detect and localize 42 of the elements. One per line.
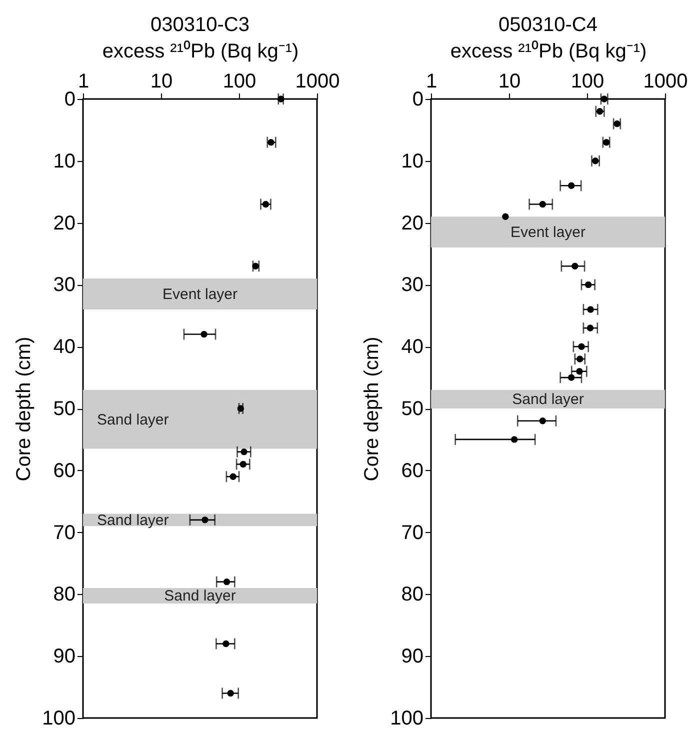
x-tick-label: 10	[150, 70, 173, 92]
y-tick-label: 70	[53, 522, 76, 544]
y-tick-label: 90	[401, 646, 424, 668]
y-tick-label: 30	[401, 274, 424, 296]
y-tick-label: 0	[412, 88, 424, 110]
y-tick-label: 50	[401, 398, 424, 420]
x-axis-title: excess ²¹⁰Pb (Bq kg⁻¹)	[102, 40, 299, 62]
chart-title: 030310-C3	[150, 14, 250, 36]
x-tick-label: 1	[78, 70, 90, 92]
y-tick-label: 30	[53, 274, 76, 296]
y-tick-label: 40	[53, 336, 76, 358]
band-label: Event layer	[510, 224, 586, 242]
y-tick-label: 100	[390, 708, 424, 730]
x-tick-label: 100	[222, 70, 256, 92]
band-label: Sand layer	[97, 512, 169, 529]
y-tick-label: 80	[401, 584, 424, 606]
x-axis-title: excess ²¹⁰Pb (Bq kg⁻¹)	[450, 40, 647, 62]
band-label: Event layer	[162, 286, 238, 303]
y-tick-label: 90	[53, 646, 76, 668]
y-tick-label: 10	[53, 150, 76, 172]
y-tick-label: 50	[53, 398, 76, 420]
y-tick-label: 60	[53, 460, 76, 482]
x-tick-label: 10	[498, 70, 521, 92]
band-label: Sand layer	[97, 411, 169, 428]
band-label: Sand layer	[164, 588, 236, 605]
y-tick-label: 10	[401, 150, 424, 172]
y-tick-label: 80	[53, 584, 76, 606]
x-tick-label: 100	[570, 70, 604, 92]
x-tick-label: 1	[426, 70, 438, 92]
chart-title: 050310-C4	[498, 14, 598, 36]
x-tick-label: 1000	[643, 70, 688, 92]
band-label: Sand layer	[512, 391, 584, 408]
y-tick-label: 100	[42, 708, 76, 730]
y-axis-title: Core depth (cm)	[361, 336, 384, 482]
y-tick-label: 0	[64, 88, 76, 110]
y-tick-label: 20	[401, 212, 424, 234]
y-tick-label: 20	[53, 212, 76, 234]
y-tick-label: 40	[401, 336, 424, 358]
y-tick-label: 60	[401, 460, 424, 482]
x-tick-label: 1000	[295, 70, 340, 92]
y-tick-label: 70	[401, 522, 424, 544]
y-axis-title: Core depth (cm)	[13, 336, 36, 482]
